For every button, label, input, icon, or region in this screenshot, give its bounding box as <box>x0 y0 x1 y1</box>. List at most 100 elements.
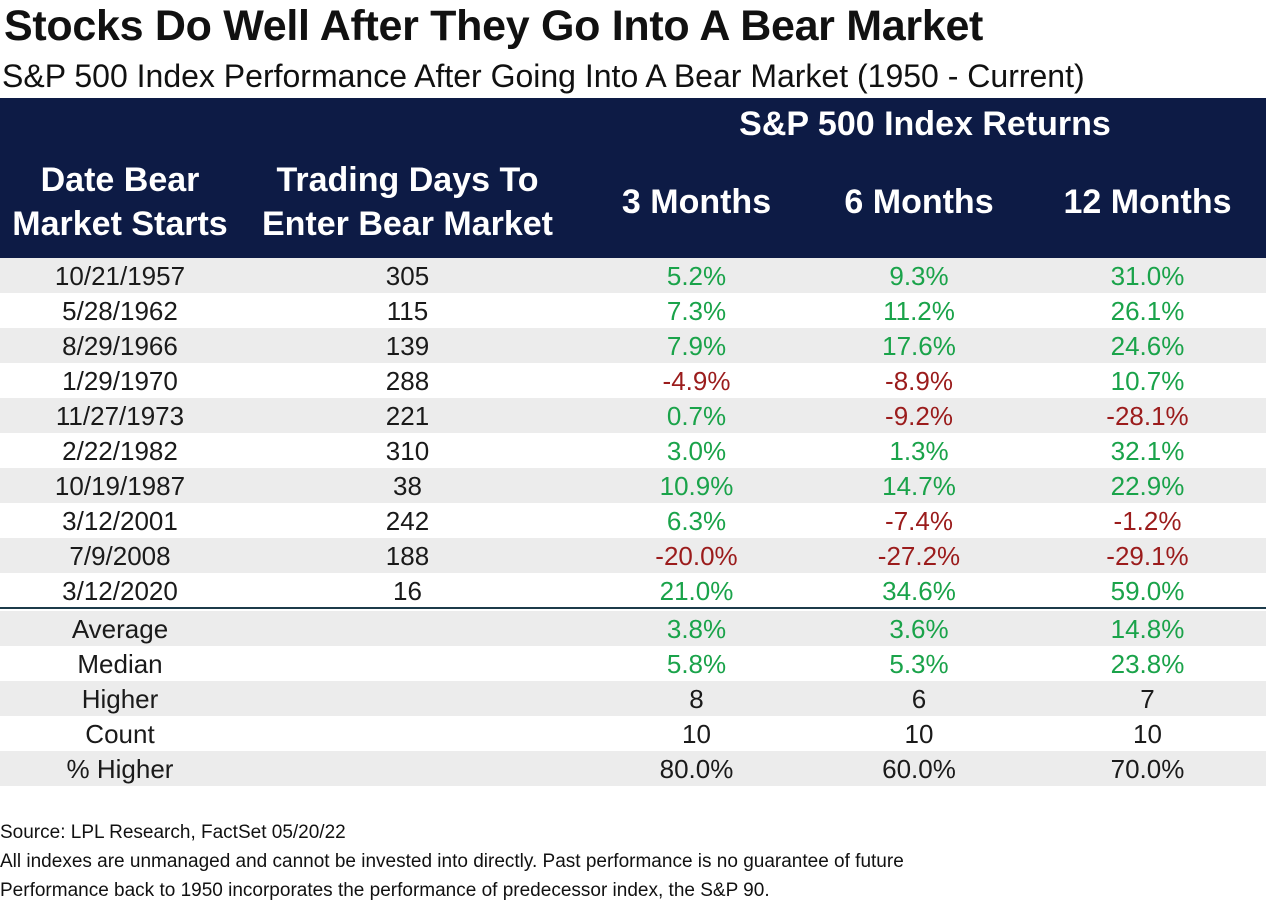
table-row: 5/28/1962 115 7.3% 11.2% 26.1% <box>0 293 1266 328</box>
cell-3-month-return: 0.7% <box>666 401 727 431</box>
cell-6-month-return: -8.9% <box>885 366 953 396</box>
table-row: 10/19/1987 38 10.9% 14.7% 22.9% <box>0 468 1266 503</box>
cell-3-month-return: 21.0% <box>659 576 734 606</box>
table-row: 8/29/1966 139 7.9% 17.6% 24.6% <box>0 328 1266 363</box>
cell-trading-days: 242 <box>385 506 430 536</box>
cell-12-month-return: 22.9% <box>1110 471 1185 501</box>
summary-row: Average 3.8% 3.6% 14.8% <box>0 611 1266 646</box>
cell-6-month-return: 9.3% <box>889 261 949 291</box>
cell-6-month-return: 17.6% <box>882 331 956 361</box>
summary-12-month: 10 <box>1133 719 1162 749</box>
cell-date: 7/9/2008 <box>69 541 171 571</box>
cell-3-month-return: 6.3% <box>666 506 727 536</box>
cell-6-month-return: -27.2% <box>877 541 961 571</box>
summary-row: Count 10 10 10 <box>0 716 1266 751</box>
summary-12-month: 70.0% <box>1110 754 1185 784</box>
cell-trading-days: 139 <box>385 331 430 361</box>
table-row: 10/21/1957 305 5.2% 9.3% 31.0% <box>0 258 1266 293</box>
cell-12-month-return: 32.1% <box>1110 436 1185 466</box>
cell-date: 2/22/1982 <box>62 436 178 466</box>
page-title: Stocks Do Well After They Go Into A Bear… <box>4 2 984 50</box>
cell-12-month-return: 24.6% <box>1110 331 1185 361</box>
summary-3-month: 8 <box>689 684 704 714</box>
summary-6-month: 3.6% <box>889 614 949 644</box>
cell-6-month-return: 34.6% <box>882 576 956 606</box>
table-divider <box>0 607 1266 609</box>
cell-3-month-return: 5.2% <box>666 261 727 291</box>
summary-12-month: 14.8% <box>1110 614 1185 644</box>
cell-6-month-return: 14.7% <box>882 471 956 501</box>
table-row: 3/12/2020 16 21.0% 34.6% 59.0% <box>0 573 1266 608</box>
cell-date: 3/12/2001 <box>62 506 178 536</box>
cell-12-month-return: -1.2% <box>1113 506 1182 536</box>
cell-3-month-return: 7.9% <box>666 331 727 361</box>
column-header-6-months: 6 Months <box>844 183 994 221</box>
column-header-3-months: 3 Months <box>621 183 772 221</box>
table-row: 3/12/2001 242 6.3% -7.4% -1.2% <box>0 503 1266 538</box>
summary-rows: Average 3.8% 3.6% 14.8% Median 5.8% 5.3% 23.8% H… <box>0 611 1266 786</box>
column-header-days-line-1: Trading Days To <box>276 161 539 199</box>
cell-3-month-return: 10.9% <box>659 471 734 501</box>
summary-row: Higher 8 6 7 <box>0 681 1266 716</box>
cell-12-month-return: 59.0% <box>1110 576 1185 606</box>
source-note: Source: LPL Research, FactSet 05/20/22 <box>0 822 346 843</box>
column-header-days-line-2: Enter Bear Market <box>261 205 553 243</box>
cell-12-month-return: -28.1% <box>1106 401 1189 431</box>
summary-3-month: 3.8% <box>666 614 727 644</box>
cell-3-month-return: -4.9% <box>662 366 731 396</box>
summary-6-month: 5.3% <box>889 649 949 679</box>
cell-date: 1/29/1970 <box>62 366 178 396</box>
cell-trading-days: 305 <box>385 261 430 291</box>
cell-12-month-return: 26.1% <box>1110 296 1185 326</box>
cell-12-month-return: 31.0% <box>1110 261 1185 291</box>
table-row: 11/27/1973 221 0.7% -9.2% -28.1% <box>0 398 1266 433</box>
summary-label: % Higher <box>66 754 174 784</box>
cell-date: 3/12/2020 <box>62 576 178 606</box>
column-header-12-months: 12 Months <box>1063 183 1232 221</box>
summary-12-month: 23.8% <box>1110 649 1185 679</box>
data-rows: 10/21/1957 305 5.2% 9.3% 31.0% 5/28/1962 115 7.… <box>0 258 1266 608</box>
table-row: 1/29/1970 288 -4.9% -8.9% 10.7% <box>0 363 1266 398</box>
cell-3-month-return: 3.0% <box>666 436 727 466</box>
cell-6-month-return: 11.2% <box>883 296 955 326</box>
cell-3-month-return: 7.3% <box>666 296 727 326</box>
table-header: S&P 500 Index Returns Date Bear Market S… <box>0 98 1266 258</box>
cell-trading-days: 288 <box>385 366 430 396</box>
summary-label: Median <box>77 649 163 679</box>
column-header-date-line-2: Market Starts <box>12 205 228 243</box>
summary-label: Higher <box>81 684 159 714</box>
cell-trading-days: 16 <box>393 576 422 606</box>
summary-row: % Higher 80.0% 60.0% 70.0% <box>0 751 1266 786</box>
cell-date: 11/27/1973 <box>55 401 185 431</box>
column-header-trading-days: Trading Days To Enter Bear Market <box>240 158 575 246</box>
summary-label: Average <box>71 614 169 644</box>
page-subtitle: S&P 500 Index Performance After Going In… <box>2 58 1085 94</box>
cell-6-month-return: -9.2% <box>885 401 953 431</box>
table-row: 2/22/1982 310 3.0% 1.3% 32.1% <box>0 433 1266 468</box>
cell-trading-days: 221 <box>385 401 430 431</box>
disclaimer-note: All indexes are unmanaged and cannot be … <box>0 851 904 872</box>
cell-3-month-return: -20.0% <box>655 541 738 571</box>
cell-date: 8/29/1966 <box>62 331 178 361</box>
cell-date: 10/19/1987 <box>54 471 186 501</box>
summary-6-month: 60.0% <box>882 754 956 784</box>
cell-6-month-return: -7.4% <box>885 506 953 536</box>
summary-3-month: 80.0% <box>659 754 734 784</box>
summary-3-month: 10 <box>682 719 711 749</box>
cell-trading-days: 310 <box>385 436 430 466</box>
column-header-date-line-1: Date Bear <box>40 161 200 199</box>
table-row: 7/9/2008 188 -20.0% -27.2% -29.1% <box>0 538 1266 573</box>
cell-12-month-return: 10.7% <box>1110 366 1185 396</box>
cell-trading-days: 38 <box>393 471 422 501</box>
summary-label: Count <box>85 719 155 749</box>
summary-12-month: 7 <box>1140 684 1155 714</box>
cell-12-month-return: -29.1% <box>1106 541 1189 571</box>
cell-trading-days: 115 <box>386 296 429 326</box>
cell-trading-days: 188 <box>385 541 430 571</box>
summary-6-month: 10 <box>904 719 934 749</box>
footnotes: Source: LPL Research, FactSet 05/20/22 A… <box>0 818 1266 905</box>
index-history-note: Performance back to 1950 incorporates th… <box>0 880 770 901</box>
column-header-date: Date Bear Market Starts <box>0 158 240 246</box>
summary-3-month: 5.8% <box>666 649 727 679</box>
cell-date: 10/21/1957 <box>54 261 186 291</box>
